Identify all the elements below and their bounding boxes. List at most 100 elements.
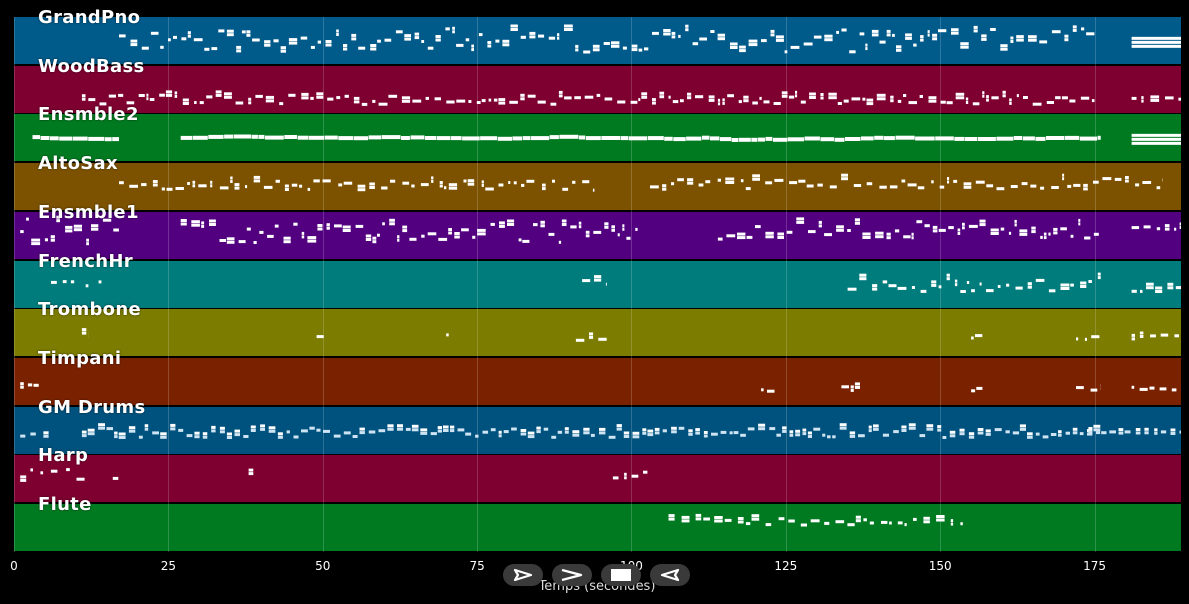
note <box>343 181 353 185</box>
note <box>248 472 254 476</box>
note <box>726 234 736 238</box>
note <box>1149 386 1155 390</box>
note <box>990 231 999 235</box>
note <box>1019 427 1026 431</box>
note <box>739 49 746 53</box>
note <box>923 516 930 520</box>
note <box>435 38 441 42</box>
note <box>1050 432 1057 436</box>
forward-button[interactable] <box>552 564 592 586</box>
note <box>763 100 770 104</box>
note <box>612 476 619 480</box>
note <box>1073 183 1081 187</box>
note <box>551 435 557 439</box>
note <box>1010 40 1014 43</box>
note <box>209 219 216 223</box>
track-notes <box>119 173 1163 192</box>
note <box>1058 433 1062 437</box>
note <box>258 135 265 140</box>
note <box>747 426 755 430</box>
note <box>820 92 824 96</box>
note <box>456 99 466 103</box>
gridline <box>631 17 633 552</box>
note <box>370 44 377 47</box>
play-button[interactable] <box>503 564 543 586</box>
note <box>245 185 248 189</box>
note <box>377 233 380 237</box>
stop-icon <box>611 569 631 581</box>
note <box>829 185 837 189</box>
note <box>246 227 251 231</box>
note <box>654 427 660 431</box>
note <box>522 239 530 243</box>
note <box>1135 427 1141 431</box>
note <box>343 47 348 51</box>
note <box>863 518 867 522</box>
note <box>868 428 872 432</box>
note <box>790 45 800 49</box>
note <box>699 37 707 41</box>
note <box>1088 426 1093 430</box>
note <box>920 289 927 293</box>
note <box>187 31 191 35</box>
note <box>1097 136 1101 141</box>
note <box>985 428 991 432</box>
note <box>1019 232 1028 236</box>
note <box>149 97 155 101</box>
note <box>843 99 849 103</box>
note <box>968 224 978 228</box>
note <box>40 471 44 475</box>
note <box>979 219 986 223</box>
note <box>33 383 39 387</box>
note <box>862 97 866 101</box>
note <box>703 430 708 434</box>
note <box>119 181 124 185</box>
note <box>879 185 887 189</box>
note <box>1131 40 1181 44</box>
note <box>1160 429 1167 433</box>
note <box>977 427 984 431</box>
note <box>263 185 273 189</box>
track-name-label: Ensmble2 <box>38 104 139 126</box>
stop-button[interactable] <box>601 564 641 586</box>
note <box>462 136 480 141</box>
note <box>114 434 118 438</box>
note <box>193 38 203 42</box>
note <box>824 34 833 38</box>
note <box>326 222 330 226</box>
note <box>590 433 595 437</box>
note <box>1002 90 1006 94</box>
note <box>623 434 630 438</box>
note <box>471 48 474 52</box>
note <box>502 43 510 47</box>
note <box>1015 286 1023 290</box>
note <box>946 100 953 104</box>
note <box>250 428 256 432</box>
note <box>308 136 324 141</box>
note <box>813 35 822 39</box>
rewind-button[interactable] <box>650 564 690 586</box>
note <box>652 101 656 105</box>
note <box>543 427 549 431</box>
note <box>85 283 89 287</box>
note <box>564 426 569 430</box>
note <box>1154 427 1158 431</box>
note <box>390 179 396 183</box>
note <box>293 222 298 226</box>
note <box>152 183 158 187</box>
note <box>170 423 176 427</box>
note <box>180 218 187 222</box>
note <box>916 219 923 223</box>
note <box>1139 387 1148 391</box>
note <box>920 38 924 42</box>
note <box>973 25 978 29</box>
note <box>632 431 640 435</box>
note <box>527 434 535 438</box>
note <box>288 38 298 42</box>
note <box>769 426 776 430</box>
note <box>73 227 82 231</box>
note <box>733 430 739 434</box>
note <box>1101 430 1107 434</box>
note <box>990 28 996 31</box>
note <box>1131 96 1137 100</box>
